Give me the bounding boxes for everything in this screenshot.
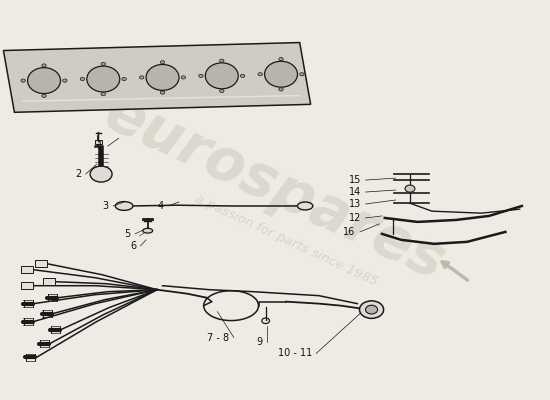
Circle shape — [279, 58, 283, 61]
Bar — [21, 266, 33, 273]
Circle shape — [90, 166, 112, 182]
Bar — [43, 278, 55, 285]
Circle shape — [279, 88, 283, 91]
Text: 5: 5 — [124, 229, 131, 239]
Ellipse shape — [146, 64, 179, 90]
Circle shape — [300, 73, 304, 76]
Circle shape — [161, 91, 165, 94]
Text: 1: 1 — [97, 141, 103, 151]
Text: 7 - 8: 7 - 8 — [207, 332, 229, 342]
Circle shape — [101, 62, 106, 66]
Circle shape — [405, 185, 415, 192]
Circle shape — [101, 92, 106, 96]
Text: 2: 2 — [75, 169, 81, 179]
Text: eurospares: eurospares — [96, 84, 454, 292]
Bar — [35, 260, 47, 267]
Text: a passion for parts since 1985: a passion for parts since 1985 — [192, 192, 380, 288]
Ellipse shape — [298, 202, 313, 210]
Ellipse shape — [265, 61, 298, 87]
Ellipse shape — [116, 202, 133, 210]
Bar — [95, 140, 102, 144]
Circle shape — [199, 74, 203, 78]
Text: 9: 9 — [256, 336, 262, 346]
Ellipse shape — [205, 63, 238, 89]
Circle shape — [42, 64, 46, 67]
Polygon shape — [3, 42, 311, 112]
Circle shape — [140, 76, 144, 79]
Bar — [21, 282, 33, 289]
Circle shape — [219, 59, 224, 62]
Ellipse shape — [143, 228, 153, 233]
Circle shape — [63, 79, 67, 82]
Ellipse shape — [28, 68, 60, 94]
Text: 16: 16 — [343, 227, 356, 237]
Circle shape — [21, 79, 25, 82]
Circle shape — [240, 74, 245, 78]
Ellipse shape — [87, 66, 120, 92]
Circle shape — [122, 78, 127, 81]
Text: 13: 13 — [349, 199, 361, 209]
Text: 4: 4 — [157, 201, 164, 211]
Text: 6: 6 — [130, 241, 136, 251]
Circle shape — [219, 89, 224, 92]
Circle shape — [360, 301, 384, 318]
Circle shape — [42, 94, 46, 97]
Text: 14: 14 — [349, 187, 361, 197]
Text: 3: 3 — [103, 201, 109, 211]
Text: 15: 15 — [349, 175, 361, 185]
Text: 12: 12 — [349, 213, 361, 223]
Text: 10 - 11: 10 - 11 — [278, 348, 312, 358]
Circle shape — [258, 73, 262, 76]
Circle shape — [181, 76, 185, 79]
Circle shape — [161, 61, 165, 64]
Circle shape — [366, 305, 378, 314]
Circle shape — [80, 78, 85, 81]
